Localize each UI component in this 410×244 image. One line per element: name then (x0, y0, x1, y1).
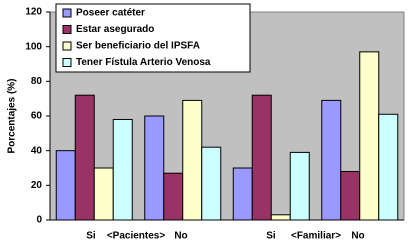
bar (289, 151, 310, 221)
bar (182, 99, 203, 221)
legend-label: Tener Fístula Arterio Venosa (76, 57, 211, 68)
bar (359, 51, 380, 221)
legend-label: Ser beneficiario del IPSFA (76, 41, 200, 52)
bar (93, 167, 114, 221)
x-tick-label: Si (86, 231, 96, 242)
legend-swatch (62, 8, 72, 18)
bar (232, 167, 253, 221)
legend-swatch (62, 41, 72, 51)
y-tick-label: 40 (31, 145, 43, 156)
y-tick-label: 120 (25, 7, 42, 18)
legend (55, 3, 251, 73)
bar (270, 214, 291, 221)
bar (201, 146, 222, 221)
legend-swatch (62, 58, 72, 67)
group-label: <Pacientes> (107, 231, 166, 242)
x-tick-label: No (351, 231, 364, 242)
legend-label: Poseer catéter (76, 8, 145, 19)
y-tick-label: 100 (25, 41, 42, 52)
x-tick-label: No (174, 231, 187, 242)
y-tick-label: 80 (31, 76, 43, 87)
bar (340, 170, 361, 221)
bar (321, 99, 342, 221)
x-tick-label: Si (266, 231, 276, 242)
bar (163, 172, 184, 221)
y-tick-label: 20 (31, 180, 43, 191)
legend-label: Estar asegurado (76, 24, 154, 35)
y-tick-label: 0 (36, 215, 42, 226)
bar (112, 118, 133, 221)
bar (251, 94, 272, 221)
y-tick-label: 60 (31, 111, 43, 122)
bar (144, 115, 165, 221)
y-axis-title: Porcentajes (%) (7, 78, 18, 153)
group-label: <Familiar> (291, 231, 341, 242)
bar (55, 150, 76, 221)
bar (74, 94, 95, 221)
bar (378, 113, 399, 221)
legend-swatch (62, 25, 72, 34)
